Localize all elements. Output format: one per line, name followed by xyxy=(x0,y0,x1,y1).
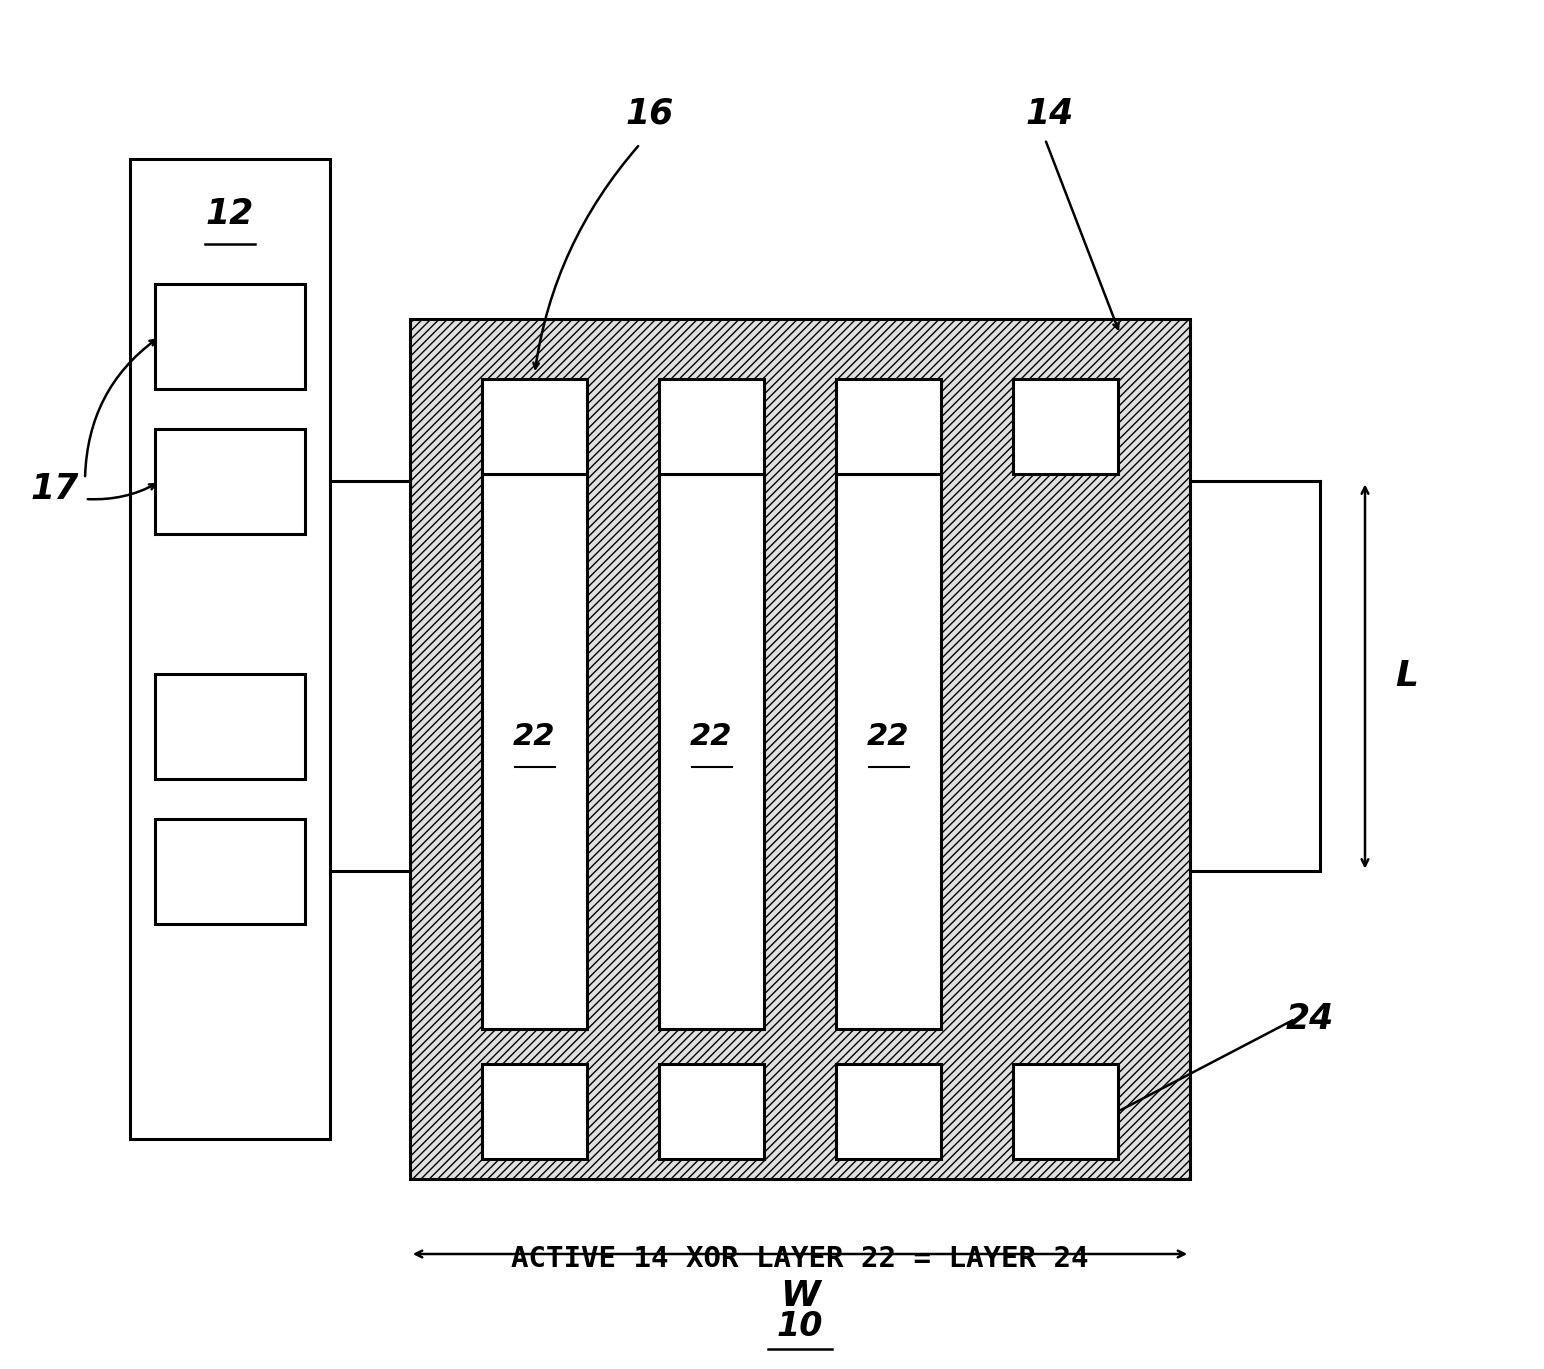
Bar xyxy=(482,474,587,1029)
Text: 24: 24 xyxy=(1286,1002,1334,1036)
Bar xyxy=(154,283,306,389)
Text: 14: 14 xyxy=(1025,97,1075,131)
Bar xyxy=(659,1064,764,1160)
Bar xyxy=(154,428,306,534)
Bar xyxy=(154,674,306,779)
Text: 17: 17 xyxy=(31,472,79,507)
Text: 22: 22 xyxy=(690,721,733,752)
Bar xyxy=(659,379,764,474)
Bar xyxy=(835,379,940,474)
Bar xyxy=(411,319,1190,1179)
Bar xyxy=(154,819,306,924)
Text: 12: 12 xyxy=(205,197,255,231)
Bar xyxy=(659,474,764,1029)
Text: L: L xyxy=(1394,660,1417,694)
Text: 22: 22 xyxy=(513,721,556,752)
Bar xyxy=(1013,1064,1118,1160)
Text: W: W xyxy=(780,1279,820,1313)
Bar xyxy=(1013,379,1118,474)
Bar xyxy=(130,159,330,1139)
Bar xyxy=(835,1064,940,1160)
Text: ACTIVE 14 XOR LAYER 22 = LAYER 24: ACTIVE 14 XOR LAYER 22 = LAYER 24 xyxy=(511,1244,1089,1273)
Text: 22: 22 xyxy=(868,721,909,752)
Bar xyxy=(835,474,940,1029)
Bar xyxy=(482,1064,587,1160)
Bar xyxy=(482,379,587,474)
Text: 16: 16 xyxy=(625,97,675,131)
Text: 10: 10 xyxy=(777,1310,823,1343)
